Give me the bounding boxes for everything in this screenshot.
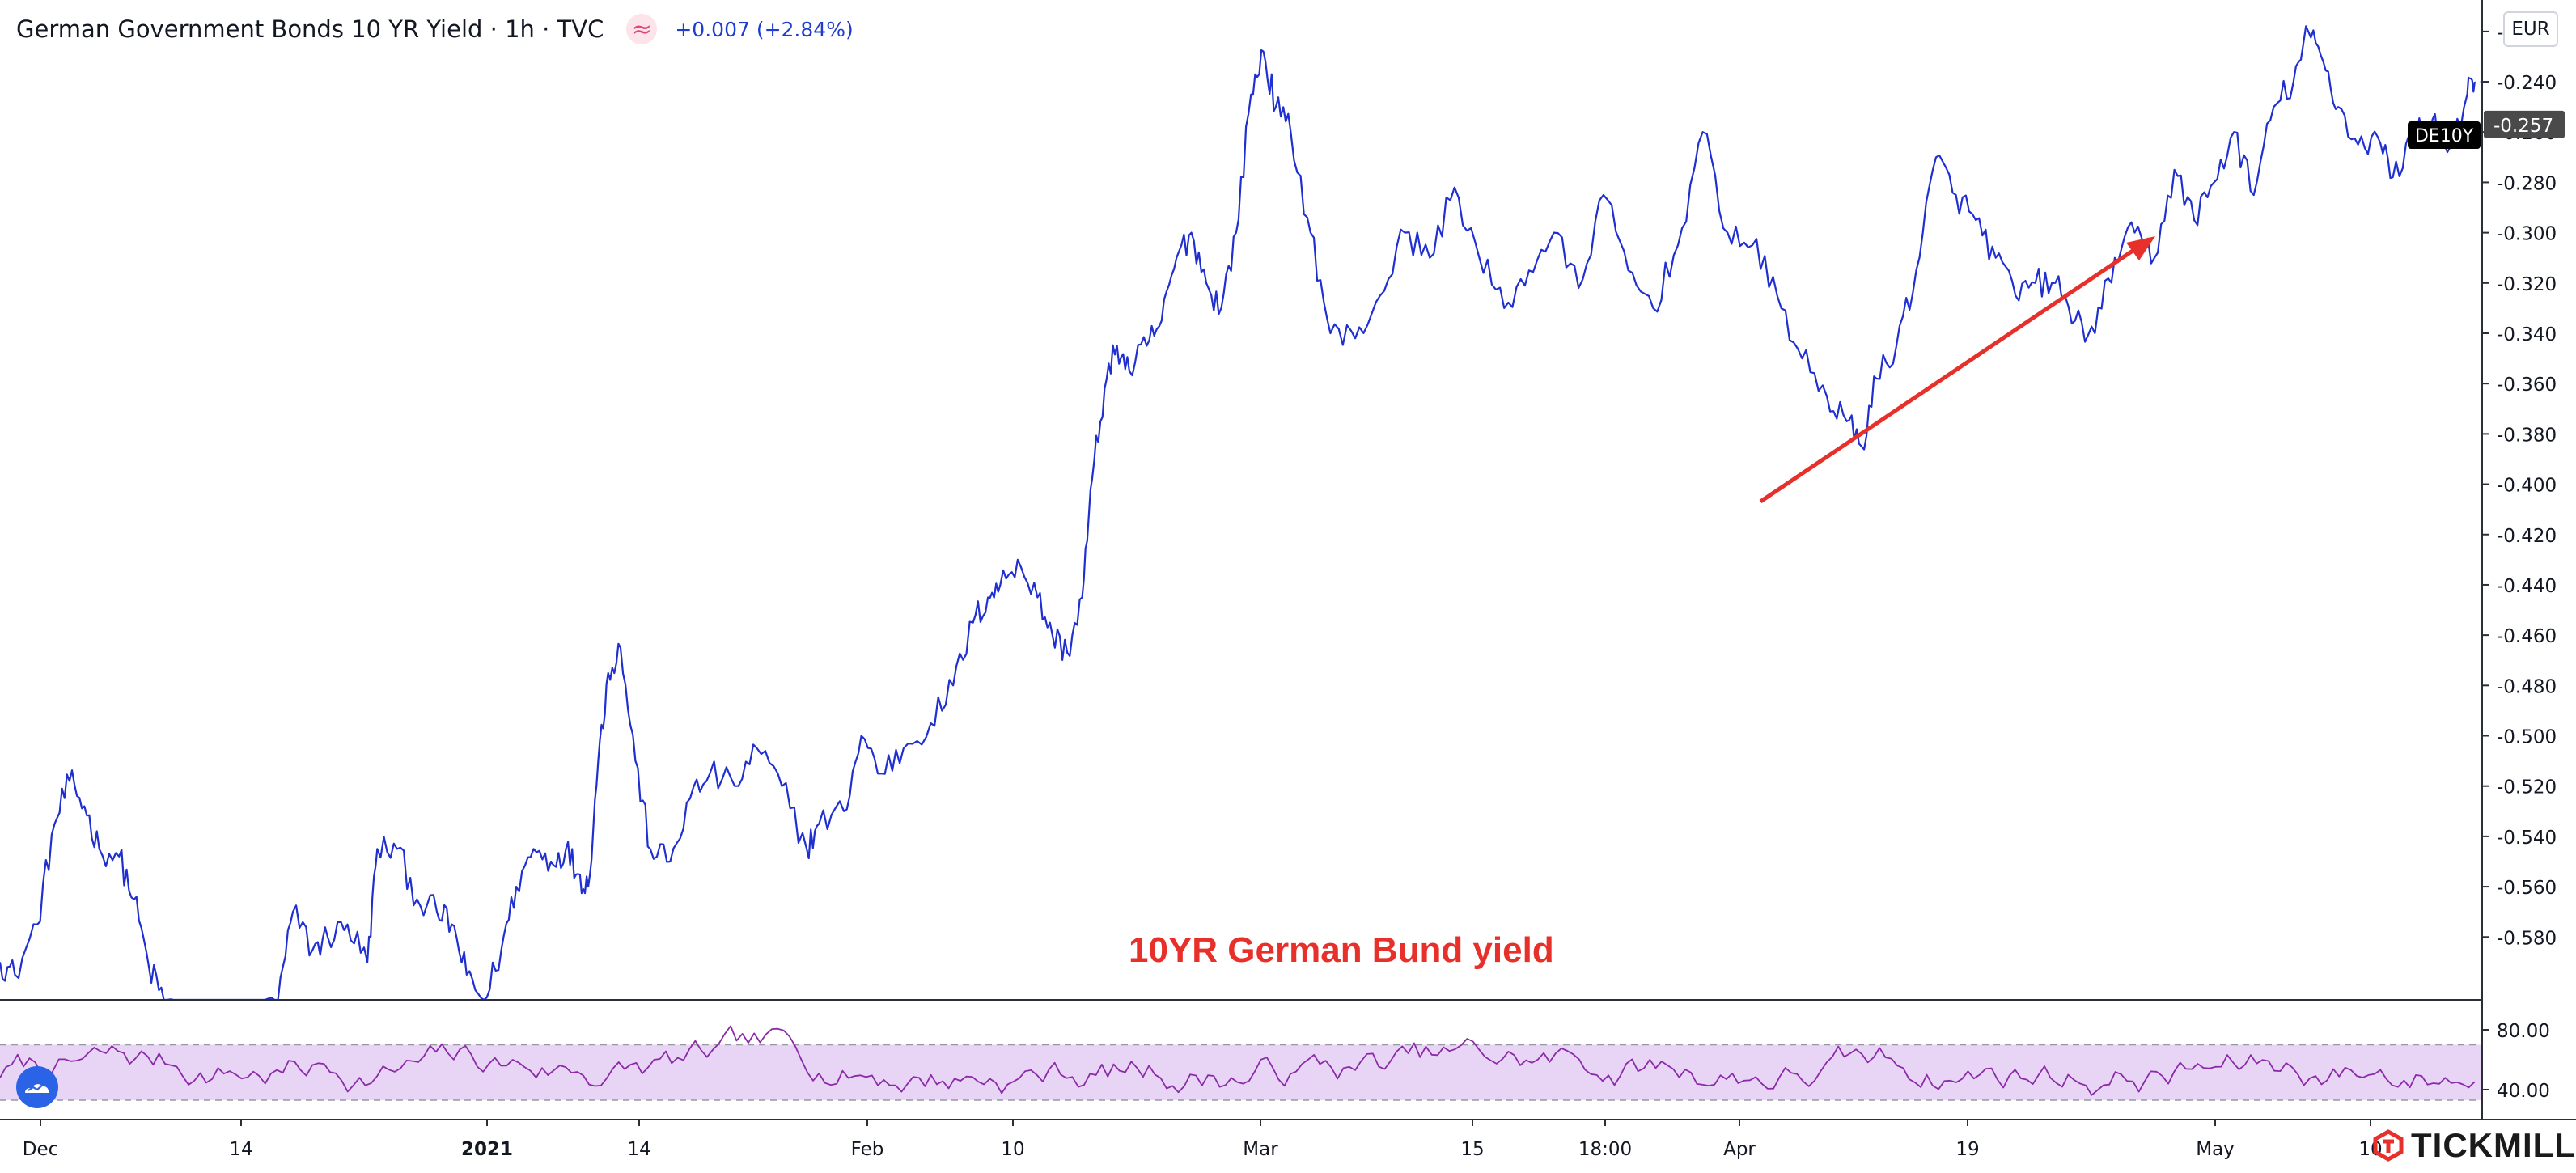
y-tick-label: -0.540: [2497, 828, 2557, 849]
x-tick-label: Feb: [851, 1139, 884, 1160]
last-price-label: -0.257: [2493, 116, 2553, 137]
y-tick-label: -0.300: [2497, 224, 2557, 245]
rsi-band: [0, 1044, 2482, 1100]
x-tick-label: Dec: [23, 1139, 59, 1160]
price-change: +0.007 (+2.84%): [675, 17, 854, 41]
ticker-tag-label: DE10Y: [2415, 126, 2474, 146]
rsi-tick-label: 80.00: [2497, 1021, 2550, 1042]
x-tick-label: 14: [627, 1139, 650, 1160]
brand-name: TICKMILL: [2411, 1126, 2576, 1164]
y-tick-label: -0.340: [2497, 324, 2557, 345]
ticker-tag[interactable]: [2408, 121, 2481, 149]
x-tick-label: 14: [229, 1139, 252, 1160]
tickmill-logo: TICKMILL: [2372, 1126, 2576, 1165]
y-tick-label: -0.380: [2497, 425, 2557, 446]
compare-badge-icon[interactable]: ≈: [626, 14, 658, 44]
y-tick-label: -0.440: [2497, 576, 2557, 597]
chart-annotation: 10YR German Bund yield: [1129, 930, 1554, 970]
y-tick-label: -0.580: [2497, 928, 2557, 949]
x-tick-label: 19: [1955, 1139, 1979, 1160]
y-tick-label: -0.280: [2497, 173, 2557, 194]
y-tick-label: -0.460: [2497, 626, 2557, 647]
y-tick-label: -0.480: [2497, 676, 2557, 697]
y-tick-label: -0.240: [2497, 73, 2557, 94]
y-tick-label: -0.560: [2497, 878, 2557, 899]
chart-header: German Government Bonds 10 YR Yield · 1h…: [16, 11, 854, 47]
y-tick-label: -0.400: [2497, 476, 2557, 497]
currency-button[interactable]: EUR: [2503, 11, 2558, 47]
trend-arrow-head: [2126, 236, 2155, 260]
y-tick-label: -0.520: [2497, 777, 2557, 798]
x-tick-label: Apr: [1723, 1139, 1756, 1160]
y-tick-label: -0.500: [2497, 727, 2557, 748]
x-tick-label: May: [2196, 1139, 2235, 1160]
y-tick-label: -0.320: [2497, 274, 2557, 295]
price-series-line[interactable]: [0, 25, 2476, 1001]
y-tick-label: -0.420: [2497, 526, 2557, 547]
rsi-series-line[interactable]: [0, 1025, 2476, 1096]
trend-arrow: [1759, 245, 2139, 504]
x-tick-label: Mar: [1243, 1139, 1278, 1160]
last-price-tag: [2484, 110, 2565, 138]
tickmill-logo-icon: [2373, 1129, 2404, 1162]
x-tick-label: 15: [1460, 1139, 1484, 1160]
y-tick-label: -0.360: [2497, 375, 2557, 396]
symbol-title[interactable]: German Government Bonds 10 YR Yield · 1h…: [16, 15, 604, 43]
x-tick-label: 2021: [461, 1139, 513, 1160]
x-tick-label: 10: [1001, 1139, 1024, 1160]
tradingview-logo-icon[interactable]: [16, 1066, 58, 1108]
rsi-tick-label: 40.00: [2497, 1081, 2550, 1102]
x-tick-label: 10: [2358, 1139, 2382, 1160]
x-tick-label: 18:00: [1578, 1139, 1632, 1160]
